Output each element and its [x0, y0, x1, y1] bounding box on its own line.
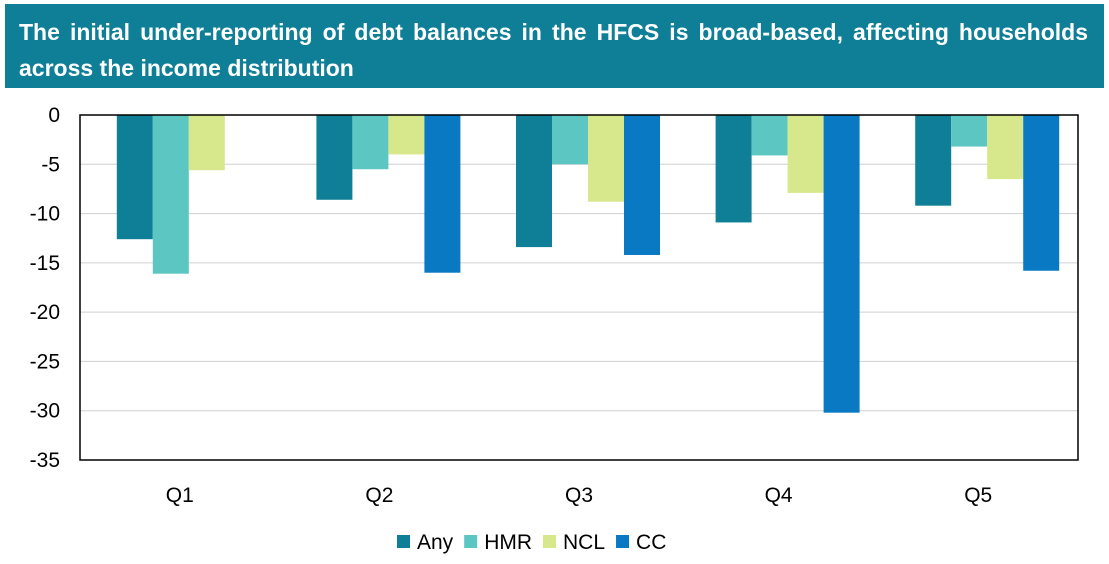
- y-tick-label: -35: [30, 449, 60, 472]
- bar-any-q1: [116, 115, 153, 240]
- x-tick-label: Q3: [565, 484, 593, 507]
- bar-hmr-q3: [552, 115, 588, 165]
- x-tick-label: Q5: [964, 484, 992, 507]
- bar-any-q4: [715, 115, 752, 223]
- y-tick-label: -30: [30, 400, 60, 423]
- y-tick-label: -15: [30, 252, 60, 275]
- bar-hmr-q1: [152, 115, 189, 274]
- bar-ncl-q5: [987, 115, 1024, 180]
- x-tick-label: Q2: [365, 484, 393, 507]
- x-tick-label: Q4: [765, 484, 793, 507]
- bar-cc-q5: [1023, 115, 1060, 271]
- bar-cc-q3: [624, 115, 660, 255]
- chart-title: The initial under-reporting of debt bala…: [19, 19, 1088, 81]
- bar-any-q5: [915, 115, 952, 206]
- bar-ncl-q4: [787, 115, 824, 193]
- legend-label-hmr: HMR: [484, 531, 532, 554]
- legend-label-any: Any: [417, 531, 454, 554]
- legend-label-ncl: NCL: [563, 531, 605, 554]
- bar-cc-q2: [424, 115, 461, 273]
- bar-hmr-q5: [951, 115, 988, 147]
- legend-label-cc: CC: [636, 531, 666, 554]
- legend-swatch-cc: [616, 535, 630, 548]
- plot-border: [79, 114, 1079, 461]
- bar-cc-q4: [823, 115, 860, 413]
- x-tick-label: Q1: [166, 484, 194, 507]
- bar-any-q3: [516, 115, 552, 248]
- bar-hmr-q4: [751, 115, 788, 156]
- y-tick-label: -20: [30, 301, 60, 324]
- legend-swatch-ncl: [543, 535, 557, 548]
- y-tick-label: 0: [48, 104, 60, 127]
- bar-ncl-q3: [588, 115, 624, 202]
- bar-ncl-q1: [188, 115, 225, 171]
- bar-ncl-q2: [388, 115, 425, 155]
- y-tick-label: -10: [30, 203, 60, 226]
- bar-hmr-q2: [352, 115, 389, 170]
- y-tick-label: -5: [41, 153, 60, 176]
- legend-swatch-any: [397, 535, 410, 548]
- chart-title-banner: The initial under-reporting of debt bala…: [5, 4, 1104, 88]
- y-tick-label: -25: [30, 350, 60, 373]
- bar-any-q2: [316, 115, 353, 200]
- legend-swatch-hmr: [464, 535, 478, 548]
